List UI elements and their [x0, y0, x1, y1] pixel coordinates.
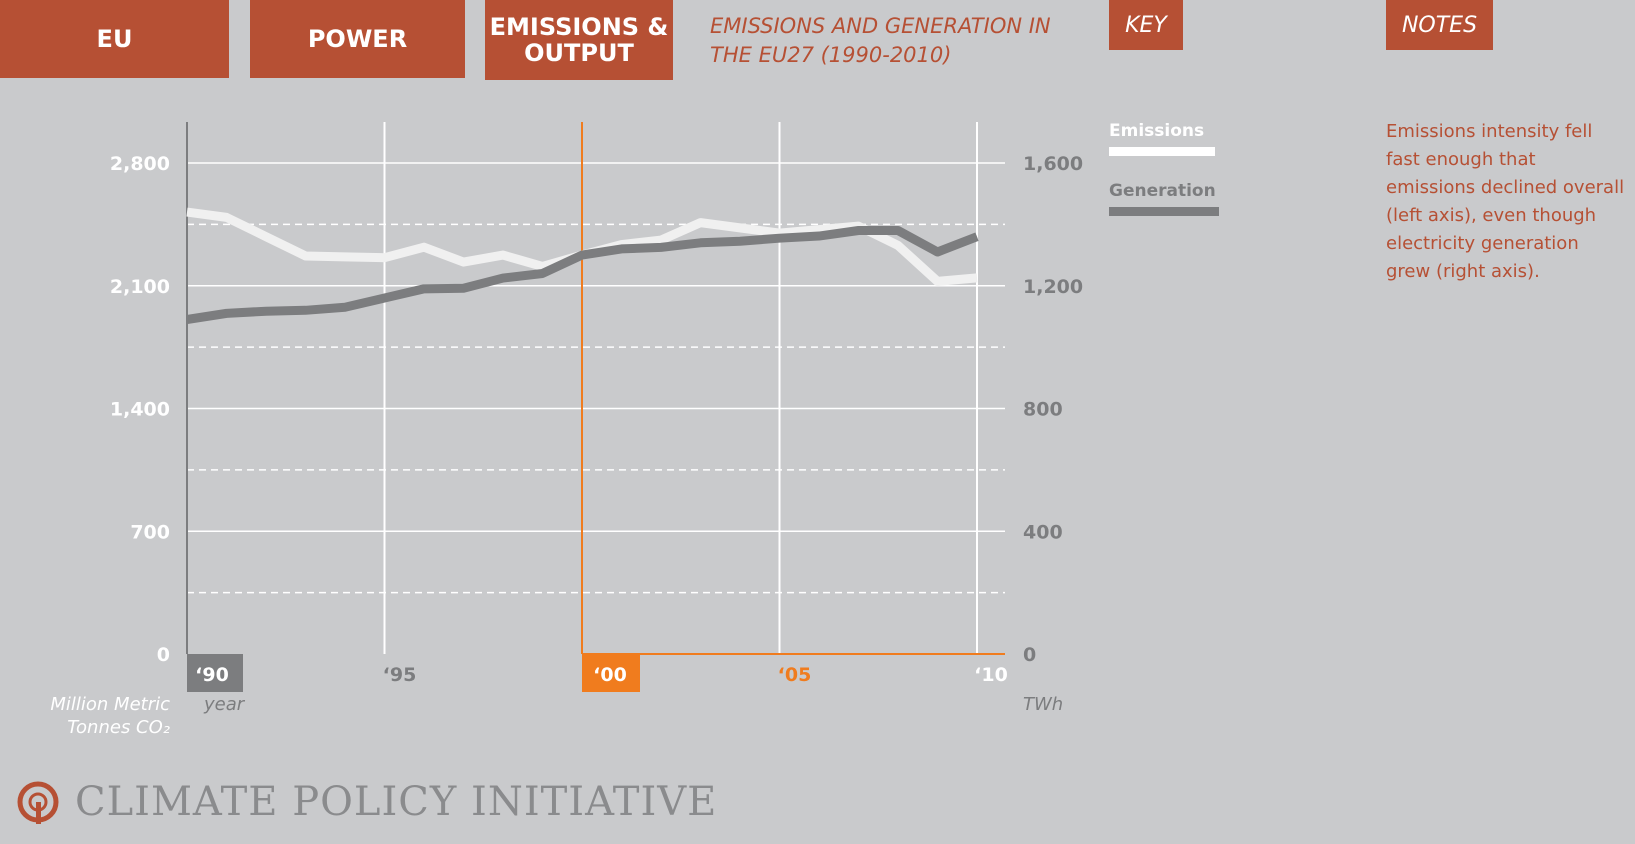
left-tick-label: 0	[157, 644, 170, 666]
logo-icon	[17, 781, 59, 824]
key-tab[interactable]: KEY	[1109, 0, 1183, 50]
right-tick-label: 400	[1023, 521, 1063, 543]
y-axis-left-label-line2: Tonnes CO₂	[67, 717, 170, 738]
x-tick-label: ‘10	[974, 664, 1008, 686]
y-axis-left-label-line1: Million Metric	[50, 694, 170, 715]
left-tick-label: 700	[130, 521, 170, 543]
x-tick-label: ‘95	[383, 664, 417, 686]
chart: 0 700 1,400 2,100 2,800 0 400 800 1,200 1,600 ‘90 ‘…	[50, 122, 1083, 738]
y-axis-right-label: TWh	[1023, 694, 1063, 715]
x-tick-label: ‘00	[593, 664, 627, 686]
left-tick-label: 2,800	[110, 153, 170, 175]
left-tick-label: 1,400	[110, 399, 170, 421]
right-tick-label: 0	[1023, 644, 1036, 666]
tab-emissions-output[interactable]: EMISSIONS & OUTPUT	[485, 0, 673, 80]
legend-generation-label: Generation	[1109, 181, 1216, 201]
right-tick-label: 1,200	[1023, 276, 1083, 298]
tab-power[interactable]: POWER	[250, 0, 465, 78]
left-tick-label: 2,100	[110, 276, 170, 298]
right-tick-label: 800	[1023, 399, 1063, 421]
x-tick-label: ‘90	[195, 664, 229, 686]
legend-emissions-swatch	[1109, 147, 1215, 156]
right-tick-label: 1,600	[1023, 153, 1083, 175]
brand-name: CLIMATE POLICY INITIATIVE	[75, 779, 718, 825]
series-line-generation	[186, 226, 979, 324]
legend-emissions-label: Emissions	[1109, 121, 1205, 141]
x-tick-box	[187, 654, 243, 692]
chart-title: EMISSIONS AND GENERATION IN THE EU27 (19…	[710, 14, 1051, 67]
x-tick-label: ‘05	[778, 664, 812, 686]
legend-generation-swatch	[1109, 207, 1219, 216]
tab-eu[interactable]: EU	[0, 0, 229, 78]
x-axis-label: year	[203, 694, 246, 715]
x-tick-box-highlight	[582, 654, 640, 692]
notes-text: Emissions intensity fell fast enough tha…	[1386, 121, 1625, 282]
notes-tab[interactable]: NOTES	[1386, 0, 1493, 50]
